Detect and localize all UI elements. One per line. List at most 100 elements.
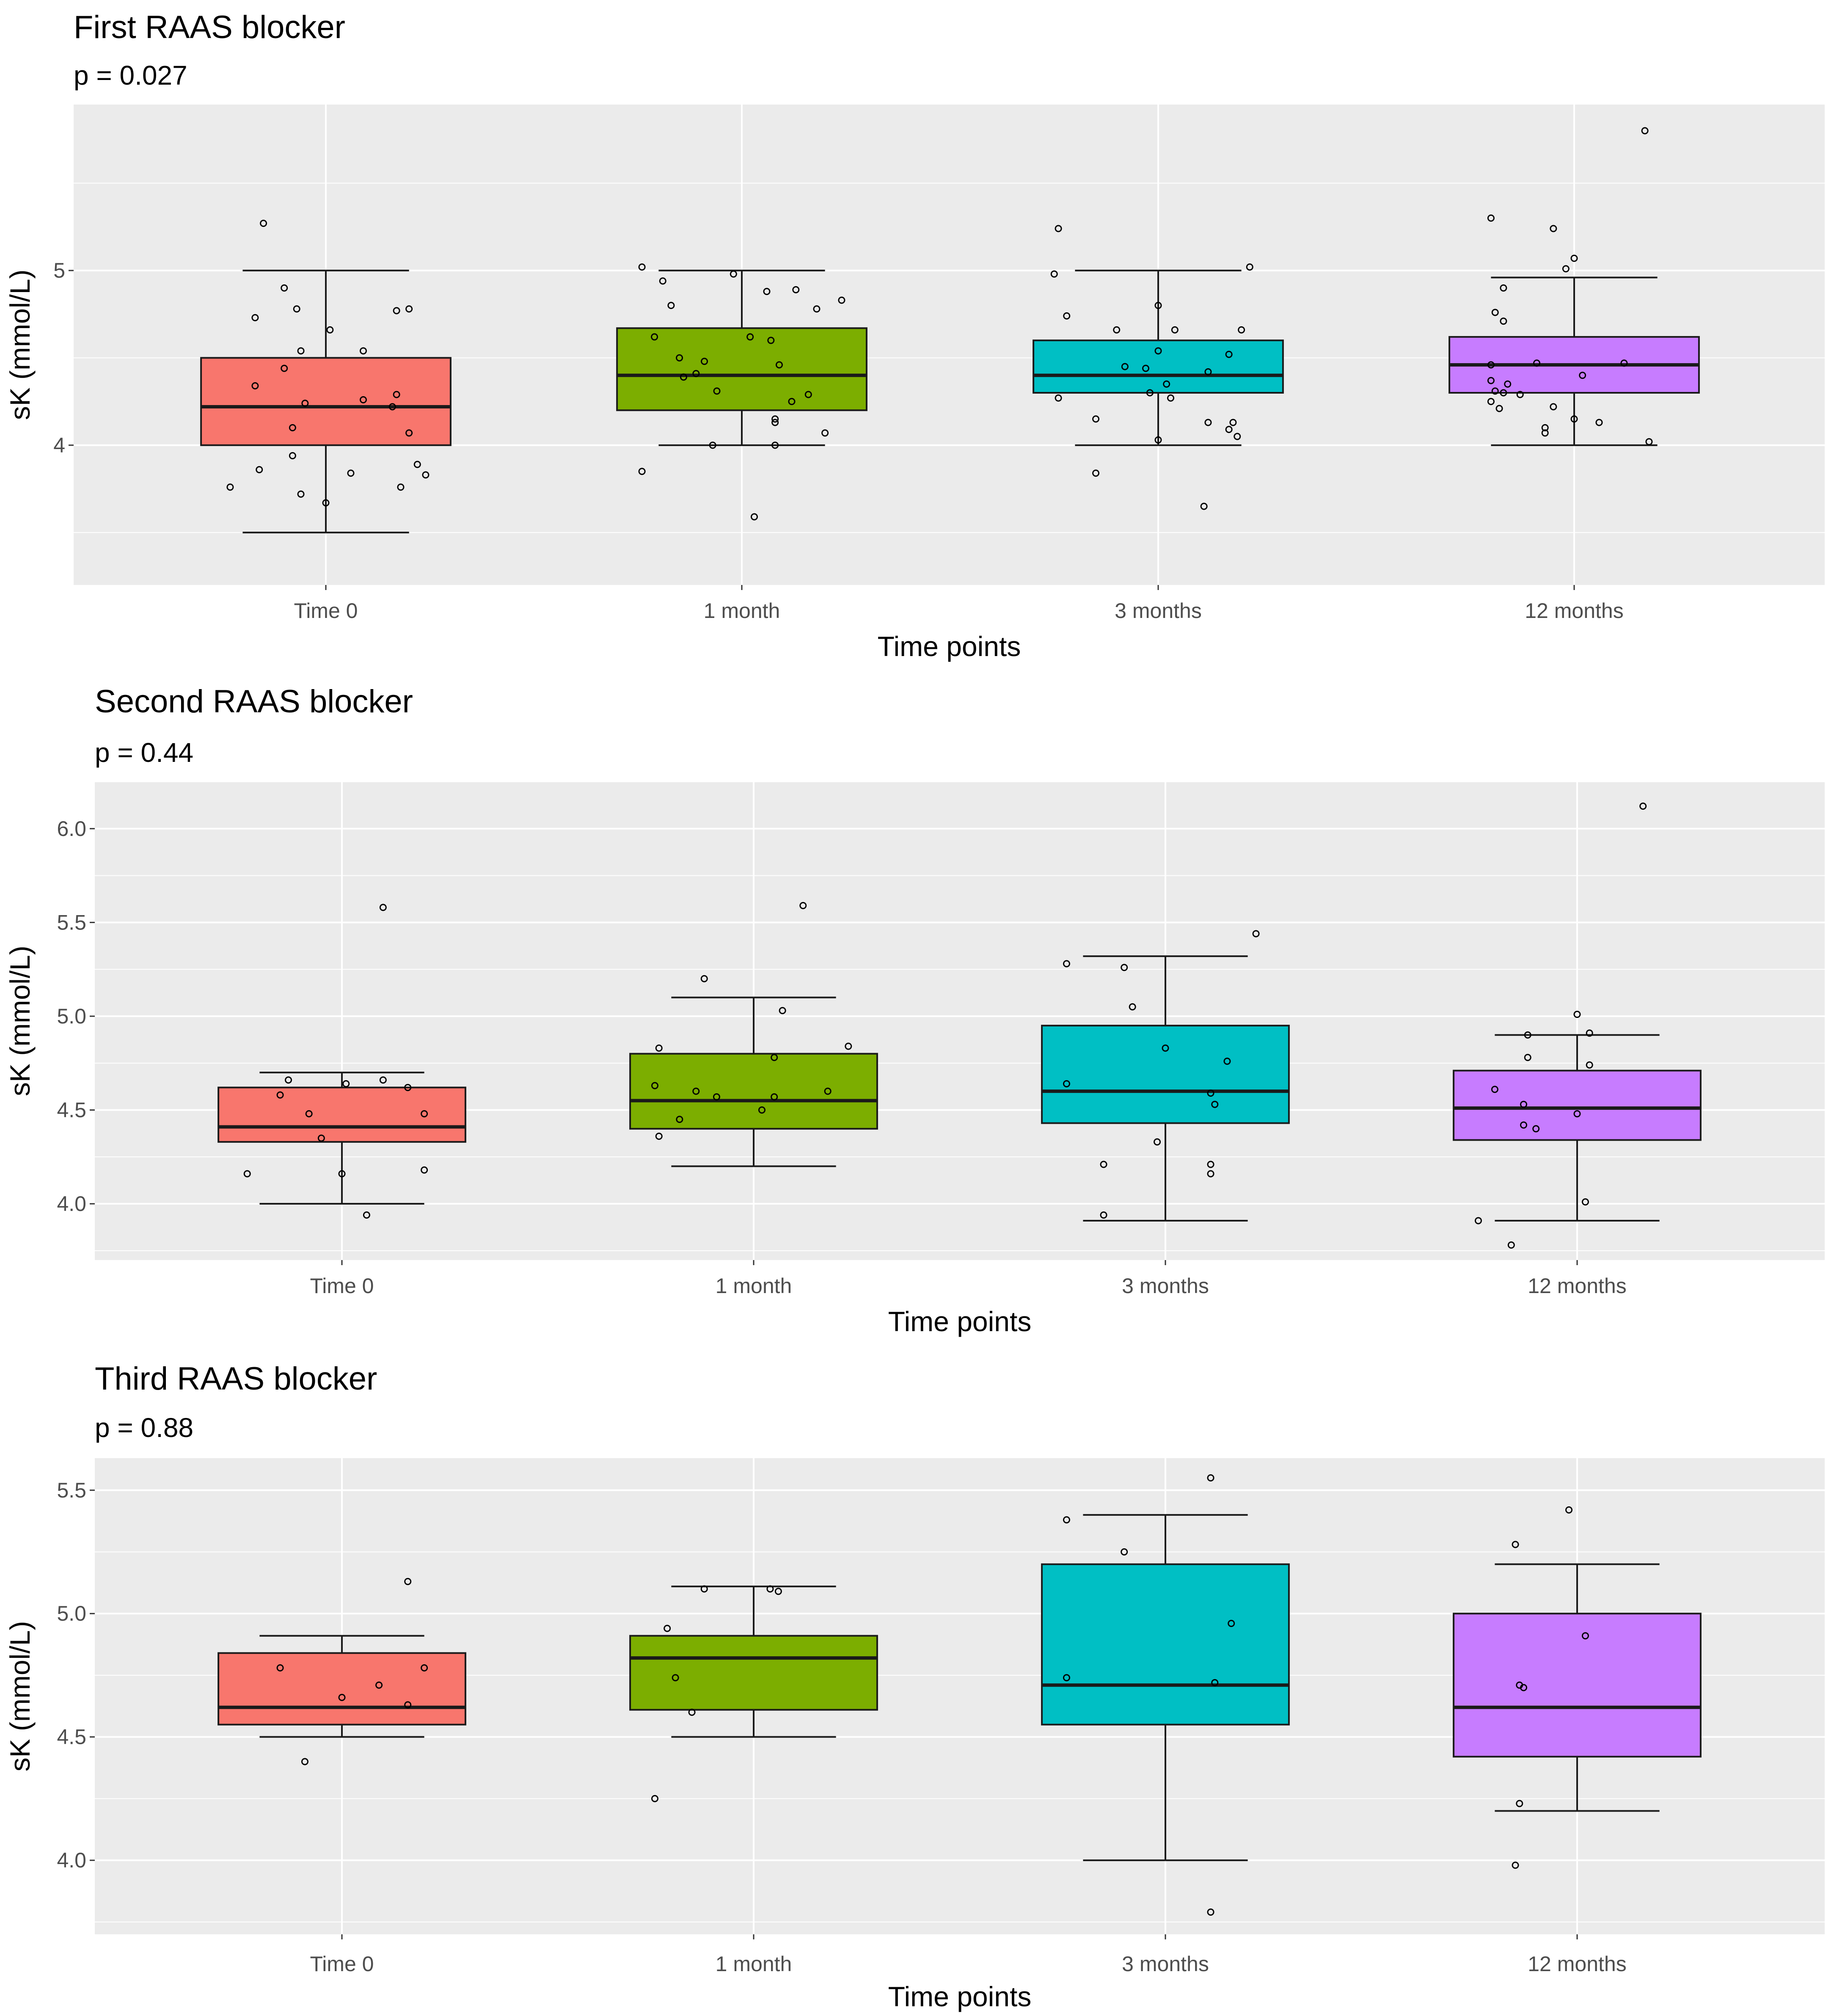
data-point xyxy=(1541,429,1549,437)
y-tick-label: 5.0 xyxy=(57,1602,86,1625)
data-point xyxy=(404,1084,412,1091)
plot-background xyxy=(95,782,1825,1260)
data-point xyxy=(1562,265,1570,273)
data-point xyxy=(388,403,396,411)
data-point xyxy=(1207,1161,1214,1168)
data-point xyxy=(1491,387,1499,395)
data-point xyxy=(1154,347,1162,355)
data-point xyxy=(767,336,775,344)
data-point xyxy=(293,305,300,313)
y-tick-label: 4.5 xyxy=(57,1725,86,1749)
data-point xyxy=(824,1087,832,1095)
data-point xyxy=(1055,394,1062,402)
panel-1: First RAAS blocker p = 0.027 4 5 Time 0 1 mon… xyxy=(4,9,1825,662)
box-iqr xyxy=(1041,1563,1290,1726)
data-point xyxy=(1167,394,1174,402)
box-iqr xyxy=(1041,1025,1290,1124)
data-point xyxy=(1092,415,1100,423)
data-point xyxy=(1063,312,1071,320)
data-point xyxy=(676,1116,683,1123)
data-point xyxy=(1113,326,1121,334)
box-iqr xyxy=(1453,1070,1702,1141)
data-point xyxy=(700,975,708,982)
data-point xyxy=(1223,1057,1231,1065)
data-point xyxy=(1121,363,1129,370)
data-point xyxy=(404,1701,412,1709)
data-point xyxy=(276,1664,284,1671)
y-axis-title: sK (mmol/L) xyxy=(4,270,36,420)
data-point xyxy=(779,1007,786,1015)
data-point xyxy=(1581,1198,1589,1206)
data-point xyxy=(289,424,296,432)
data-point xyxy=(664,1624,671,1632)
data-point xyxy=(251,314,259,322)
data-point xyxy=(746,333,754,341)
y-tick-label: 4.5 xyxy=(57,1098,86,1122)
data-point xyxy=(1063,1516,1070,1524)
x-tick-label: 3 months xyxy=(1115,599,1202,623)
x-tick-label: 12 months xyxy=(1525,599,1623,623)
data-point xyxy=(1142,364,1150,372)
data-point xyxy=(1225,426,1233,433)
data-point xyxy=(1100,1161,1107,1168)
data-point xyxy=(1474,1217,1482,1224)
data-point xyxy=(256,466,263,474)
y-tick-label: 5 xyxy=(53,259,65,282)
data-point xyxy=(750,513,758,521)
data-point xyxy=(1595,419,1603,426)
data-point xyxy=(1500,284,1507,292)
data-point xyxy=(1252,930,1260,938)
data-point xyxy=(688,1708,696,1716)
y-tick-label: 4 xyxy=(53,433,65,457)
data-point xyxy=(651,1082,658,1089)
data-point xyxy=(771,1054,778,1061)
data-point xyxy=(1154,436,1162,444)
data-point xyxy=(1204,419,1212,426)
data-point xyxy=(775,361,783,369)
data-point xyxy=(1541,424,1549,432)
data-point xyxy=(1500,317,1507,325)
data-point xyxy=(1207,1170,1214,1178)
x-axis-title: Time points xyxy=(878,631,1021,662)
data-point xyxy=(1520,1121,1528,1129)
chart-subtitle: p = 0.027 xyxy=(74,60,187,91)
data-point xyxy=(799,902,807,909)
data-point xyxy=(804,391,812,398)
data-point xyxy=(1512,1862,1519,1869)
data-point xyxy=(1200,502,1208,510)
data-point xyxy=(1121,964,1128,971)
data-point xyxy=(326,326,334,334)
data-point xyxy=(305,1110,313,1117)
data-point xyxy=(1533,359,1541,367)
data-point xyxy=(1146,389,1154,397)
data-point xyxy=(1063,1674,1070,1682)
data-point xyxy=(1207,1474,1214,1482)
data-point xyxy=(638,468,646,475)
data-point xyxy=(1565,1506,1573,1514)
data-point xyxy=(285,1076,292,1084)
data-point xyxy=(1487,398,1495,405)
data-point xyxy=(766,1585,774,1593)
box-3 xyxy=(1041,955,1290,1222)
data-point xyxy=(667,302,675,309)
data-point xyxy=(393,391,400,398)
data-point xyxy=(1620,359,1628,367)
data-point xyxy=(1639,803,1647,810)
data-point xyxy=(251,382,259,389)
box-iqr xyxy=(200,357,452,446)
data-point xyxy=(1516,1800,1523,1807)
data-point xyxy=(713,1093,720,1100)
x-tick-label: 1 month xyxy=(704,599,780,623)
data-point xyxy=(651,333,658,341)
data-point xyxy=(322,499,330,507)
data-point xyxy=(421,1110,428,1117)
data-point xyxy=(363,1211,370,1219)
data-point xyxy=(1211,1100,1219,1108)
data-point xyxy=(1204,368,1212,375)
x-tick-label: 12 months xyxy=(1528,1274,1626,1298)
x-tick-label: 1 month xyxy=(716,1952,792,1976)
x-axis-title: Time points xyxy=(888,1981,1032,2012)
data-point xyxy=(1207,1908,1214,1916)
data-point xyxy=(1524,1054,1531,1061)
